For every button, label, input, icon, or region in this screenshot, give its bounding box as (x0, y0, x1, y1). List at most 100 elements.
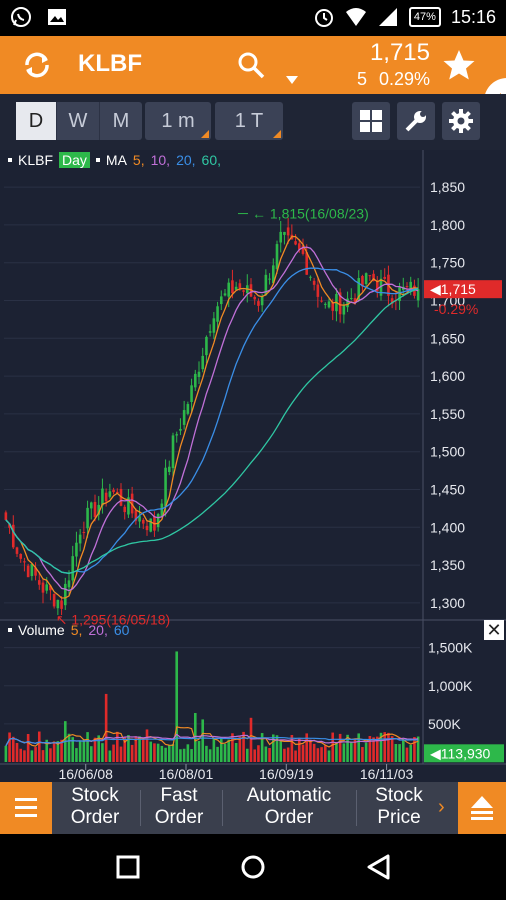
volume-bar (130, 744, 134, 762)
candle-body (11, 524, 15, 548)
tools-button[interactable] (397, 102, 435, 140)
menu-button[interactable] (0, 782, 52, 834)
volume-bar (231, 733, 234, 762)
volume-bar (34, 747, 37, 762)
home-icon[interactable] (240, 854, 266, 880)
volume-bar (375, 736, 379, 762)
nav-stock-order[interactable]: Stock Order (58, 785, 132, 831)
last-change-label: -0.29% (434, 301, 478, 317)
last-price-label: ◀1,715 (430, 281, 476, 297)
search-icon[interactable] (236, 50, 266, 80)
candle-body (23, 561, 26, 563)
period-week-button[interactable]: W (57, 102, 100, 140)
period-month-button[interactable]: M (112, 109, 130, 132)
refresh-icon[interactable] (20, 48, 54, 82)
candle-body (182, 410, 186, 425)
candle-body (357, 278, 361, 300)
volume-bar (249, 717, 253, 762)
candle-body (164, 467, 167, 507)
candle-body (286, 227, 290, 236)
candle-body (342, 304, 346, 315)
price-tick-label: 1,300 (430, 595, 465, 611)
back-icon[interactable] (366, 854, 392, 880)
nav-label-line1: Fast (160, 785, 198, 806)
volume-bar (372, 737, 375, 762)
volume-bar (119, 746, 123, 762)
recents-icon[interactable] (115, 854, 141, 880)
volume-bar (45, 739, 49, 762)
chevron-right-icon[interactable]: › (438, 796, 445, 818)
legend-bullet (95, 158, 100, 162)
volume-bar (219, 736, 223, 762)
candle-body (416, 289, 420, 301)
vol-ma-5-label: 5, (70, 622, 83, 638)
candle-body (63, 583, 67, 606)
candle-body (141, 519, 145, 524)
layout-grid-button[interactable] (352, 102, 390, 140)
expand-up-button[interactable] (458, 782, 506, 834)
volume-bar (138, 736, 141, 762)
volume-bar (112, 744, 115, 762)
candle-body (368, 275, 372, 277)
period-day-button[interactable]: D (16, 102, 57, 140)
volume-bar (153, 743, 156, 762)
candle-body (297, 243, 301, 250)
volume-bar (327, 750, 331, 762)
dropdown-arrow-icon[interactable] (286, 76, 298, 84)
system-navigation-bar (0, 834, 506, 900)
last-price: 1,715 (369, 39, 430, 66)
candle-body (197, 371, 201, 377)
volume-bar (52, 741, 56, 762)
x-tick-label: 16/06/08 (58, 766, 113, 782)
nav-automatic-order[interactable]: Automatic Order (230, 785, 348, 831)
x-tick-label: 16/11/03 (360, 766, 414, 782)
volume-bar (23, 750, 26, 762)
settings-button[interactable] (442, 102, 480, 140)
candle-body (223, 293, 227, 296)
volume-tick-label: 1,500K (428, 640, 473, 656)
volume-bar (346, 734, 349, 762)
chart-toolbar: D W M 1 m 1 T (0, 94, 506, 150)
candle-body (327, 301, 331, 308)
close-volume-panel-button[interactable]: ✕ (484, 620, 504, 640)
volume-bar (294, 750, 297, 762)
stock-code[interactable]: KLBF (78, 50, 142, 77)
candle-body (201, 355, 205, 370)
candle-body (34, 567, 37, 576)
volume-bar (301, 744, 305, 762)
volume-bar (398, 744, 401, 762)
volume-bar (405, 747, 409, 762)
nav-fast-order[interactable]: Fast Order (148, 785, 210, 831)
volume-bar (208, 749, 212, 762)
candle-body (26, 565, 30, 578)
candle-body (260, 296, 264, 306)
volume-bar (353, 739, 357, 762)
favorite-star-icon[interactable] (442, 48, 476, 82)
volume-bar (97, 735, 101, 762)
nav-stock-price[interactable]: Stock Price (364, 785, 434, 831)
price-tick-label: 1,450 (430, 481, 465, 497)
clock: 15:16 (450, 6, 496, 27)
volume-bar (383, 732, 387, 762)
price-legend: KLBF Day MA 5, 10, 20, 60, (8, 152, 221, 168)
volume-bar (409, 744, 413, 762)
stock-chart[interactable]: 1,8501,8001,7501,7001,6501,6001,5501,500… (0, 150, 506, 782)
range-dropdown-1[interactable]: 1 m (145, 102, 211, 140)
price-tick-label: 1,400 (430, 519, 465, 535)
candle-body (379, 278, 383, 296)
volume-bar (30, 750, 34, 762)
candle-body (86, 507, 89, 529)
volume-bar (290, 734, 294, 762)
volume-bar (338, 733, 342, 762)
price-tick-label: 1,800 (430, 217, 465, 233)
volume-bar (56, 741, 60, 762)
candle-body (160, 503, 164, 517)
volume-bar (316, 748, 320, 762)
volume-bar (234, 743, 238, 762)
volume-bar (179, 749, 182, 762)
volume-bar (171, 744, 175, 762)
volume-bar (275, 735, 279, 762)
nav-label-line1: Stock (375, 785, 423, 806)
volume-bar (264, 746, 268, 762)
range-dropdown-2[interactable]: 1 T (215, 102, 283, 140)
